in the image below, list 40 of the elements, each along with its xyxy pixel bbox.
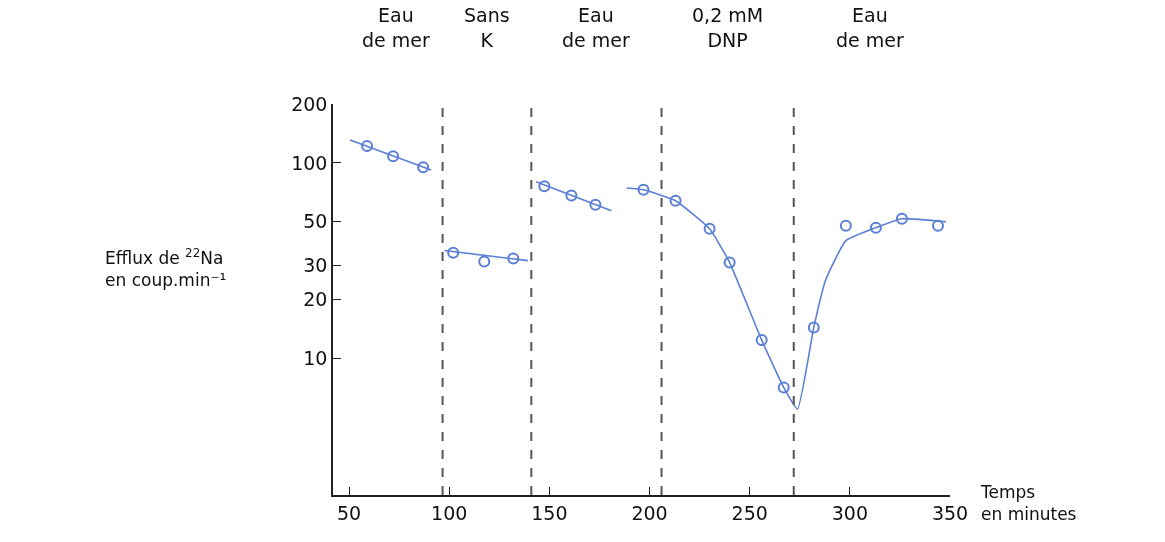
point bbox=[417, 161, 430, 174]
point bbox=[447, 246, 460, 259]
x-tick-label: 100 bbox=[431, 501, 468, 524]
point bbox=[931, 219, 944, 232]
y-tick-label: 50 bbox=[303, 210, 328, 233]
x-axis-title: Temps en minutes bbox=[980, 482, 1077, 525]
point bbox=[507, 252, 520, 265]
y-tick-label: 100 bbox=[291, 151, 328, 174]
point bbox=[637, 183, 650, 196]
y-tick-label: 200 bbox=[291, 92, 328, 115]
x-tick-label: 350 bbox=[931, 501, 969, 524]
point bbox=[703, 222, 716, 235]
point bbox=[589, 198, 602, 211]
y-tick-label: 30 bbox=[303, 253, 328, 276]
point bbox=[669, 194, 682, 207]
y-axis-title: Efflux de $^{22}$Na en coup.min⁻¹ bbox=[105, 246, 227, 291]
point bbox=[895, 212, 908, 225]
point bbox=[478, 255, 491, 268]
point bbox=[565, 189, 578, 202]
point bbox=[777, 381, 790, 394]
point bbox=[538, 180, 551, 193]
x-tick-label: 250 bbox=[731, 501, 768, 524]
point bbox=[361, 139, 374, 152]
text: Eau de mer bbox=[362, 4, 430, 51]
point bbox=[723, 256, 736, 269]
point bbox=[755, 334, 768, 347]
x-tick-label: 200 bbox=[631, 501, 668, 524]
text: Sans K bbox=[464, 4, 510, 51]
point bbox=[807, 321, 820, 334]
x-tick-label: 300 bbox=[831, 501, 868, 524]
text: Eau de mer bbox=[562, 4, 630, 51]
point bbox=[387, 150, 400, 163]
point bbox=[839, 219, 852, 232]
point bbox=[869, 221, 882, 234]
x-tick-label: 50 bbox=[336, 501, 362, 524]
y-tick-label: 20 bbox=[303, 288, 328, 311]
text: Eau de mer bbox=[836, 4, 904, 51]
text: 0,2 mM DNP bbox=[692, 4, 764, 51]
x-tick-label: 150 bbox=[531, 501, 568, 524]
y-tick-label: 10 bbox=[303, 347, 328, 369]
